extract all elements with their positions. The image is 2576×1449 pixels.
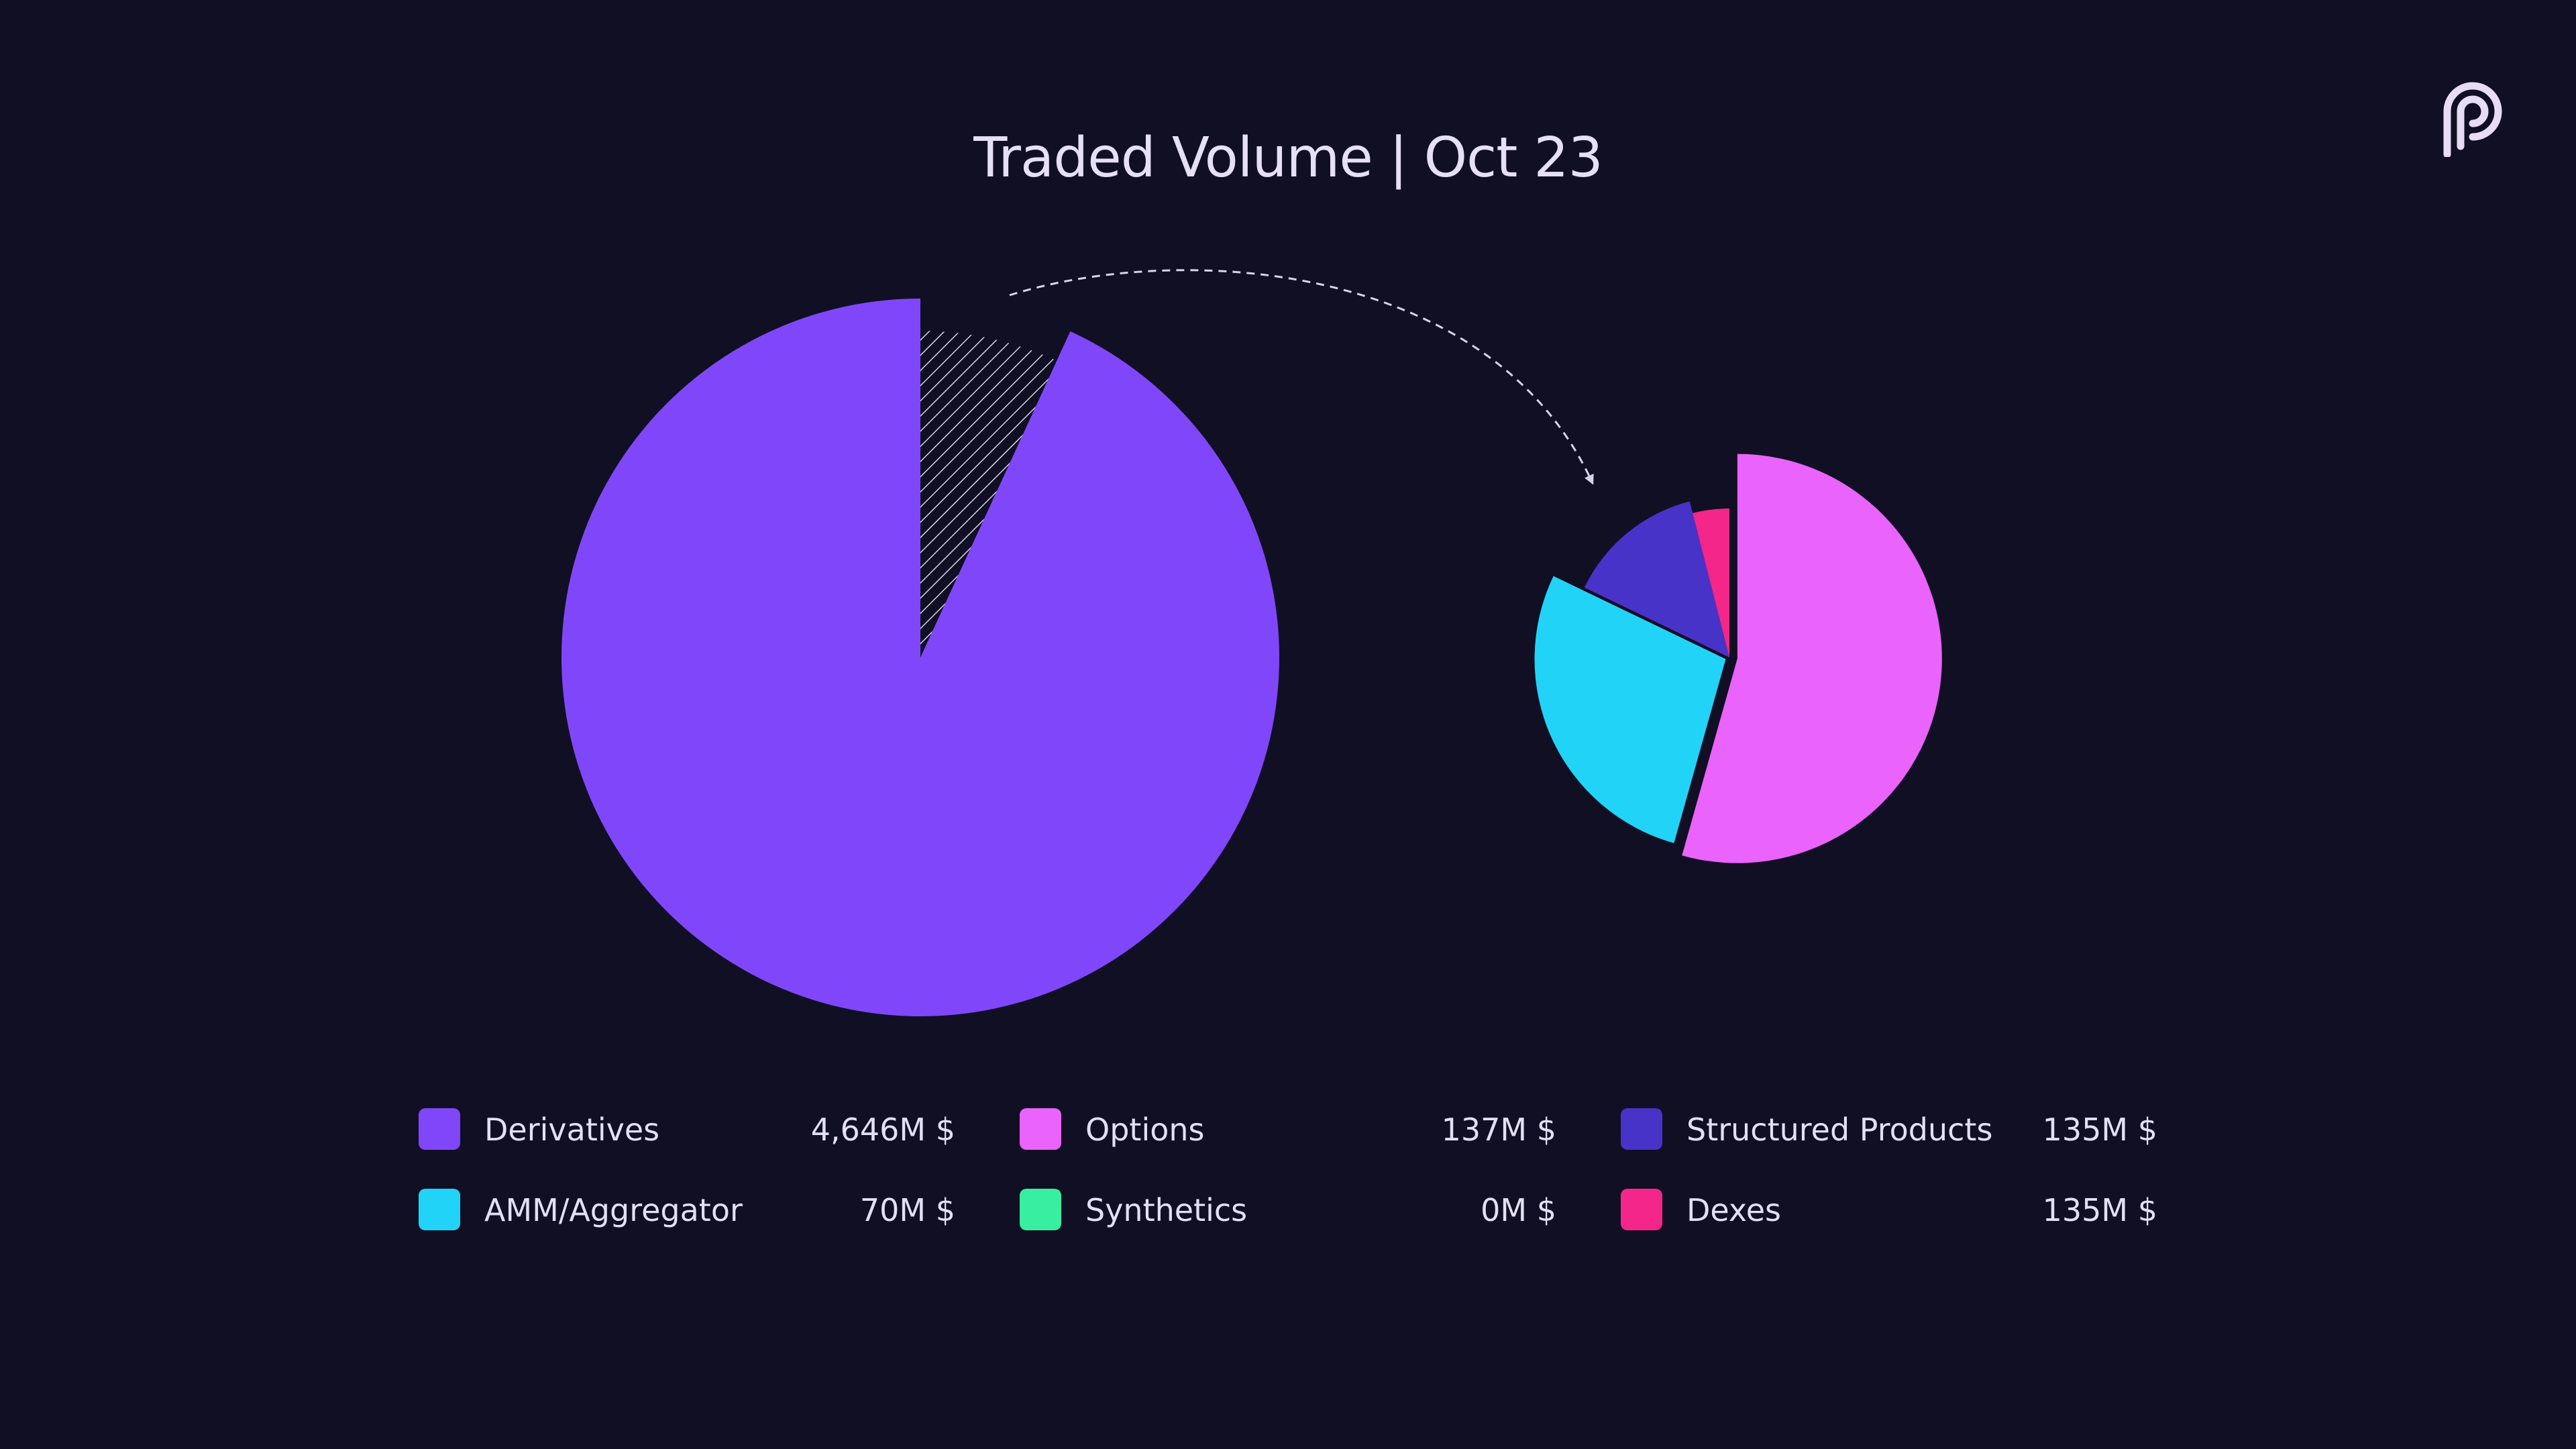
main-pie bbox=[561, 299, 1280, 1016]
legend-value: 4,646M $ bbox=[810, 1112, 955, 1148]
legend-label: Structured Products bbox=[1686, 1112, 1993, 1148]
legend-item-options: Options 137M $ bbox=[1020, 1108, 1556, 1150]
legend-label: Options bbox=[1085, 1112, 1205, 1148]
legend-value: 0M $ bbox=[1481, 1192, 1556, 1228]
legend-value: 137M $ bbox=[1441, 1112, 1556, 1148]
legend-label: Dexes bbox=[1686, 1192, 1781, 1228]
legend-swatch bbox=[1621, 1108, 1662, 1150]
pie-slice-structured-products bbox=[1584, 501, 1729, 657]
legend-item-derivatives: Derivatives 4,646M $ bbox=[419, 1108, 955, 1150]
pie-slice-options bbox=[1682, 453, 1942, 863]
legend-value: 70M $ bbox=[859, 1192, 955, 1228]
legend-swatch bbox=[419, 1108, 460, 1150]
legend-item-amm-aggregator: AMM/Aggregator 70M $ bbox=[419, 1189, 955, 1230]
detail-pie bbox=[1534, 453, 1942, 863]
legend-item-synthetics: Synthetics 0M $ bbox=[1020, 1189, 1556, 1230]
legend-label: Synthetics bbox=[1085, 1192, 1248, 1228]
pie-slice-derivatives bbox=[561, 299, 1280, 1016]
chart-title: Traded Volume | Oct 23 bbox=[973, 126, 1603, 190]
legend-item-structured-products: Structured Products 135M $ bbox=[1621, 1108, 2157, 1150]
connector-arrow bbox=[1009, 269, 1594, 485]
legend-label: Derivatives bbox=[484, 1112, 660, 1148]
legend-item-dexes: Dexes 135M $ bbox=[1621, 1189, 2157, 1230]
legend-swatch bbox=[1621, 1189, 1662, 1230]
legend-swatch bbox=[1020, 1189, 1061, 1230]
pie-slice-others-hatched bbox=[920, 331, 1057, 657]
pyth-logo-icon bbox=[2443, 82, 2502, 157]
legend-label: AMM/Aggregator bbox=[484, 1192, 743, 1228]
pie-slice-amm-aggregator bbox=[1534, 576, 1726, 843]
pie-slice-dexes bbox=[1693, 508, 1729, 657]
legend-value: 135M $ bbox=[2042, 1112, 2157, 1148]
legend-value: 135M $ bbox=[2042, 1192, 2157, 1228]
legend-swatch bbox=[419, 1189, 460, 1230]
legend-swatch bbox=[1020, 1108, 1061, 1150]
